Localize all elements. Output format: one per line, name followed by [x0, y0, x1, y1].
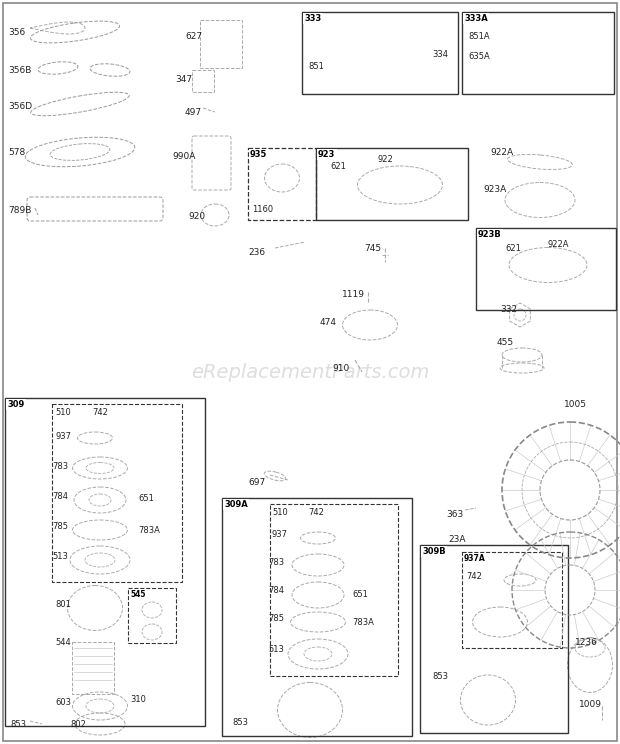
Text: 1160: 1160: [252, 205, 273, 214]
Text: 853: 853: [432, 672, 448, 681]
Bar: [462, 552, 562, 648]
Bar: [248, 148, 316, 220]
Bar: [420, 545, 568, 733]
Text: 333A: 333A: [464, 14, 488, 23]
Text: 784: 784: [52, 492, 68, 501]
Text: 545: 545: [130, 590, 146, 599]
Text: 356D: 356D: [8, 102, 32, 111]
Bar: [270, 504, 398, 676]
Text: 742: 742: [466, 572, 482, 581]
Text: eReplacementParts.com: eReplacementParts.com: [191, 362, 429, 382]
Text: 363: 363: [446, 510, 463, 519]
Text: 937: 937: [272, 530, 288, 539]
Text: 785: 785: [52, 522, 68, 531]
Text: 627: 627: [185, 32, 202, 41]
Text: 923B: 923B: [478, 230, 502, 239]
Text: 309A: 309A: [224, 500, 248, 509]
Text: 332: 332: [500, 305, 517, 314]
Text: 937A: 937A: [464, 554, 485, 563]
Text: 789B: 789B: [8, 206, 32, 215]
Text: 990A: 990A: [172, 152, 195, 161]
Text: 513: 513: [52, 552, 68, 561]
Text: 853: 853: [10, 720, 26, 729]
Text: 922: 922: [378, 155, 394, 164]
Text: 578: 578: [8, 148, 25, 157]
Text: 309: 309: [7, 400, 24, 409]
Text: 851A: 851A: [468, 32, 490, 41]
Text: 334: 334: [432, 50, 448, 59]
Text: 544: 544: [55, 638, 71, 647]
Text: 497: 497: [185, 108, 202, 117]
Bar: [476, 228, 616, 310]
Text: 923: 923: [318, 150, 335, 159]
Text: 1005: 1005: [564, 400, 587, 409]
Text: 333: 333: [304, 14, 321, 23]
Bar: [316, 148, 468, 220]
Text: 745: 745: [364, 244, 381, 253]
Text: 783A: 783A: [138, 526, 160, 535]
Bar: [222, 498, 412, 736]
Text: 356B: 356B: [8, 66, 32, 75]
Text: 920: 920: [188, 212, 205, 221]
Text: 356: 356: [8, 28, 25, 37]
Text: 697: 697: [248, 478, 265, 487]
Text: 651: 651: [352, 590, 368, 599]
Text: 603: 603: [55, 698, 71, 707]
Text: 455: 455: [497, 338, 514, 347]
Text: 853: 853: [232, 718, 248, 727]
Text: 923A: 923A: [483, 185, 507, 194]
Text: 651: 651: [138, 494, 154, 503]
Text: 635A: 635A: [468, 52, 490, 61]
Text: 474: 474: [320, 318, 337, 327]
Text: 1236: 1236: [575, 638, 598, 647]
Text: 1119: 1119: [342, 290, 365, 299]
Text: 784: 784: [268, 586, 284, 595]
Bar: [462, 12, 614, 94]
Bar: [302, 12, 458, 94]
Text: 785: 785: [268, 614, 284, 623]
Text: 310: 310: [130, 695, 146, 704]
Text: 23A: 23A: [448, 535, 466, 544]
Text: 309B: 309B: [422, 547, 446, 556]
Bar: [52, 404, 182, 582]
Text: 621: 621: [505, 244, 521, 253]
Text: 802: 802: [70, 720, 86, 729]
Text: 783: 783: [52, 462, 68, 471]
Text: 922A: 922A: [548, 240, 570, 249]
Text: 347: 347: [175, 75, 192, 84]
Text: 801: 801: [55, 600, 71, 609]
Text: 783A: 783A: [352, 618, 374, 627]
Text: 236: 236: [248, 248, 265, 257]
Text: 910: 910: [332, 364, 349, 373]
Text: 851: 851: [308, 62, 324, 71]
Text: 513: 513: [268, 645, 284, 654]
Text: 937: 937: [55, 432, 71, 441]
Text: 922A: 922A: [490, 148, 513, 157]
Text: 783: 783: [268, 558, 284, 567]
Bar: [5, 398, 205, 726]
Text: 742: 742: [308, 508, 324, 517]
Text: 935: 935: [250, 150, 267, 159]
Bar: [128, 588, 176, 643]
Text: 1009: 1009: [579, 700, 602, 709]
Bar: [72, 642, 114, 694]
Text: 621: 621: [330, 162, 346, 171]
Text: 742: 742: [92, 408, 108, 417]
Text: 510: 510: [272, 508, 288, 517]
Text: 510: 510: [55, 408, 71, 417]
